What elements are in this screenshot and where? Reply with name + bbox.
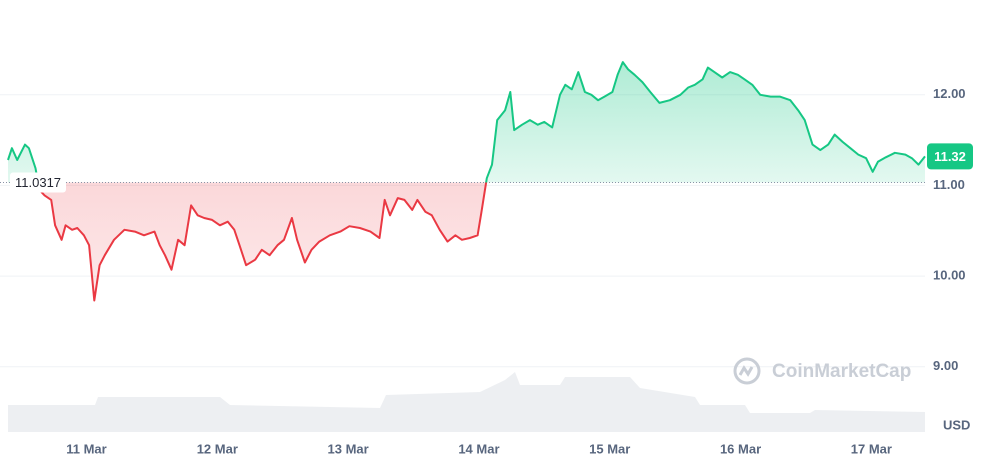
y-tick-label: 10.00 — [933, 268, 966, 283]
current-price-box — [927, 143, 973, 170]
area — [8, 62, 925, 301]
x-tick-label: 16 Mar — [720, 441, 761, 456]
x-tick-label: 12 Mar — [197, 441, 238, 456]
y-tick-label: 9.00 — [933, 358, 958, 373]
x-tick-label: 13 Mar — [328, 441, 369, 456]
watermark-logo — [733, 357, 761, 385]
watermark: CoinMarketCap — [772, 361, 911, 382]
x-tick-label: 11 Mar — [66, 441, 106, 456]
volume-area — [8, 372, 925, 432]
y-tick-label: 11.00 — [933, 177, 965, 192]
x-tick-label: 14 Mar — [458, 441, 499, 456]
baseline-label: 11.0317 — [15, 175, 61, 190]
current-price: 11.32 — [934, 149, 966, 164]
y-tick-label: 12.00 — [933, 86, 966, 101]
x-tick-label: 17 Mar — [851, 441, 892, 456]
x-tick-label: 15 Mar — [589, 441, 630, 456]
baseline-label-box — [10, 172, 66, 193]
price-line — [7, 61, 926, 302]
y-axis-label: USD — [943, 417, 970, 432]
